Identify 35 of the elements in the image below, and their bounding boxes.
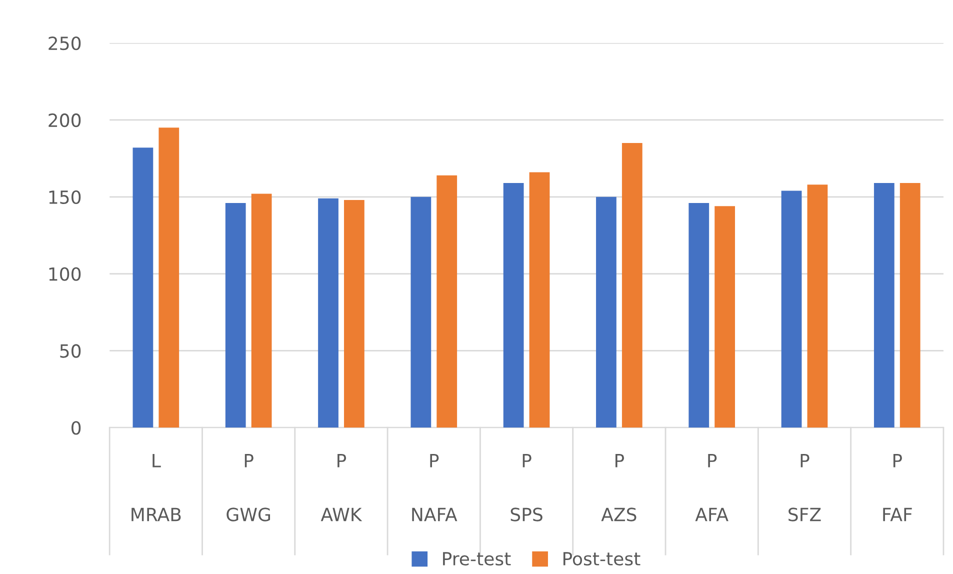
bar bbox=[900, 183, 920, 428]
bar bbox=[225, 203, 246, 428]
legend-label: Pre-test bbox=[443, 552, 511, 566]
bar bbox=[251, 194, 272, 428]
bar bbox=[688, 203, 710, 428]
category-label: P FAF bbox=[883, 454, 912, 522]
category-label: P NAFA bbox=[412, 454, 458, 522]
bar bbox=[622, 143, 642, 428]
category-label: P GWG bbox=[226, 454, 270, 522]
bar bbox=[807, 184, 828, 428]
y-tick-label: 0 bbox=[72, 421, 81, 435]
bar bbox=[503, 183, 524, 428]
y-tick-label: 50 bbox=[60, 344, 81, 358]
bar bbox=[596, 196, 616, 428]
bar bbox=[318, 198, 338, 428]
y-tick-label: 100 bbox=[49, 267, 81, 281]
bar bbox=[529, 172, 550, 428]
bar bbox=[874, 183, 894, 428]
bar bbox=[714, 206, 735, 428]
y-tick-label: 150 bbox=[49, 190, 81, 204]
bar bbox=[781, 190, 802, 428]
bar bbox=[132, 148, 154, 428]
category-label: P AWK bbox=[320, 454, 362, 522]
category-label: P SPS bbox=[510, 454, 542, 522]
legend-label: Post-test bbox=[563, 552, 640, 566]
category-label: P AFA bbox=[695, 454, 728, 522]
bar bbox=[436, 175, 458, 428]
y-tick-label: 250 bbox=[48, 36, 81, 50]
bar bbox=[344, 200, 364, 428]
bar bbox=[158, 128, 180, 428]
y-tick-label: 200 bbox=[48, 113, 81, 128]
category-label: P SFZ bbox=[788, 454, 821, 522]
bar bbox=[410, 196, 432, 428]
category-label: L MRAB bbox=[132, 454, 181, 522]
category-label: P AZS bbox=[601, 454, 636, 522]
